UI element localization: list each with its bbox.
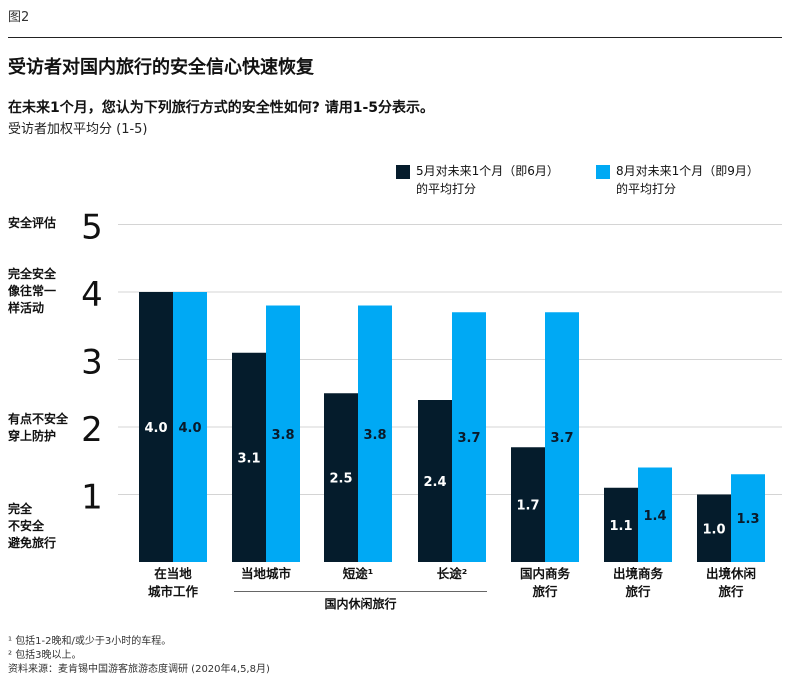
legend-swatch-may [396,165,410,179]
y-tick-label: 3 [81,343,103,383]
legend-swatch-aug [596,165,610,179]
bar [545,312,579,562]
data-label: 3.8 [271,428,294,443]
bar [173,292,207,562]
bar [511,447,545,562]
bar [452,312,486,562]
safety-heading: 安全评估 [8,216,57,230]
x-tick-label: 旅行 [624,584,651,599]
legend-label-may: 5月对未来1个月（即6月） 的平均打分 [416,164,559,196]
footnote-1: ¹ 包括1-2晚和/或少于3小时的车程。 [8,636,172,647]
bar [266,305,300,562]
safety-annotation-unsafe: 完全 不安全 避免旅行 [8,502,57,550]
source-note: 资料来源：麦肯锡中国游客旅游态度调研 (2020年4,5,8月) [8,664,270,675]
y-tick-label: 5 [81,208,103,248]
data-label: 1.1 [609,519,632,534]
x-tick-label: 出境休闲 [706,566,756,581]
data-label: 3.8 [363,428,386,443]
data-label: 1.7 [516,499,539,514]
group-label: 国内休闲旅行 [324,597,397,611]
data-label: 2.5 [329,472,352,487]
chart-question: 在未来1个月，您认为下列旅行方式的安全性如何? 请用1-5分表示。 [8,100,435,116]
safety-annotation-safe: 完全安全 像往常一 样活动 [8,267,57,315]
data-label: 4.0 [144,421,167,436]
top-divider [8,37,782,38]
x-tick-label: 出境商务 [613,566,664,581]
legend-label-aug: 8月对未来1个月（即9月） 的平均打分 [616,164,759,196]
unit-label: 受访者加权平均分 (1-5) [8,122,148,137]
figure-label: 图2 [8,10,30,25]
data-label: 3.7 [550,431,573,446]
x-tick-label: 国内商务 [520,566,571,581]
bar [232,352,266,562]
x-tick-label: 旅行 [531,584,558,599]
chart-title: 受访者对国内旅行的安全信心快速恢复 [8,57,314,78]
data-label: 4.0 [178,421,201,436]
group-bracket-line [234,591,487,592]
x-tick-label: 在当地 [154,566,192,581]
x-tick-label: 城市工作 [148,584,199,599]
data-label: 1.3 [736,512,759,527]
x-tick-label: 短途¹ [343,566,373,581]
bar [697,494,731,562]
data-label: 3.1 [237,451,260,466]
x-tick-label: 长途² [437,566,467,581]
x-tick-label: 当地城市 [241,566,292,581]
data-label: 2.4 [423,475,446,490]
bar [358,305,392,562]
y-tick-label: 2 [81,410,103,450]
bar [638,467,672,562]
y-tick-label: 4 [81,275,103,315]
data-label: 1.0 [702,522,725,537]
x-tick-label: 旅行 [717,584,744,599]
y-tick-label: 1 [81,478,103,518]
data-label: 1.4 [643,509,666,524]
bar [324,393,358,562]
bar [139,292,173,562]
footnote-2: ² 包括3晚以上。 [8,650,82,661]
data-label: 3.7 [457,431,480,446]
bar [418,400,452,562]
safety-annotation-somewhat-unsafe: 有点不安全 穿上防护 [8,412,69,443]
bar [604,487,638,562]
bar [731,474,765,562]
